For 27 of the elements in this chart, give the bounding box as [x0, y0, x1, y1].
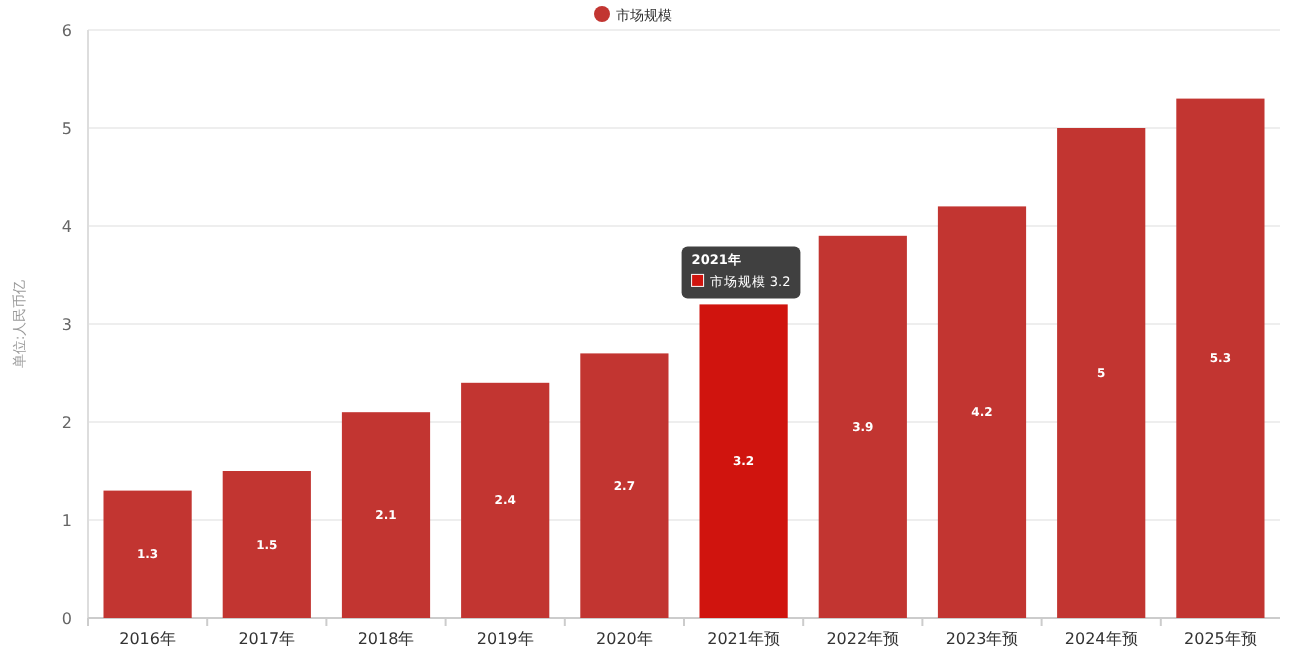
y-tick-label: 5 [61, 120, 72, 138]
x-tick-label: 2018年 [357, 630, 415, 648]
y-tick-label: 3 [61, 316, 72, 334]
bar [461, 382, 550, 618]
x-tick-label: 2020年 [596, 630, 653, 648]
bar [580, 353, 669, 618]
x-tick-label: 2023年预 [945, 630, 1019, 648]
x-tick-label: 2022年预 [826, 630, 900, 648]
x-tick-label: 2017年 [238, 630, 296, 648]
x-tick-label: 2019年 [476, 630, 534, 648]
bar [341, 412, 431, 618]
bar [699, 304, 788, 618]
bar [937, 206, 1027, 618]
bar [1176, 98, 1265, 618]
y-tick-label: 2 [61, 414, 72, 432]
y-tick-label: 1 [61, 512, 72, 530]
x-tick-label: 2016年 [119, 630, 176, 648]
y-tick-label: 6 [61, 22, 72, 40]
y-tick-label: 4 [61, 218, 72, 236]
x-tick-label: 2025年预 [1184, 630, 1257, 648]
x-tick-label: 2024年预 [1064, 630, 1138, 648]
x-tick-label: 2021年预 [707, 630, 780, 648]
bar [103, 490, 192, 618]
bar [1057, 128, 1146, 618]
bar [222, 471, 311, 618]
bar [818, 235, 907, 618]
y-tick-label: 0 [61, 610, 72, 628]
